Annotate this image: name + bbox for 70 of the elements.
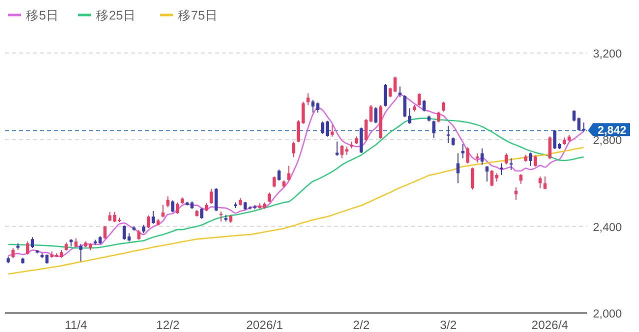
candlestick xyxy=(528,152,532,166)
candlestick xyxy=(369,104,373,123)
ref-line-label: 2,842 xyxy=(598,125,626,138)
y-tick-label: 2,000 xyxy=(593,308,622,320)
candlestick xyxy=(572,110,576,122)
candlestick xyxy=(12,248,15,259)
candlestick xyxy=(30,236,34,248)
candlestick xyxy=(326,120,330,138)
candlestick xyxy=(176,202,180,214)
candlestick xyxy=(200,208,204,220)
x-tick-label: 12/2 xyxy=(156,318,180,332)
candlestick xyxy=(461,144,464,159)
candlestick xyxy=(210,188,213,204)
x-tick-label: 2026/1 xyxy=(246,318,284,332)
candlestick xyxy=(432,120,436,138)
candlestick xyxy=(268,192,271,203)
candlestick xyxy=(548,136,552,160)
candlestick xyxy=(480,148,484,166)
candlestick xyxy=(171,200,174,213)
candlestick xyxy=(543,176,547,190)
candlestick xyxy=(538,176,542,189)
legend-label: 移5日 xyxy=(26,8,59,22)
candlestick xyxy=(504,152,508,165)
candlestick xyxy=(442,101,446,112)
legend-label: 移75日 xyxy=(178,8,218,22)
candlestick xyxy=(166,196,170,208)
y-tick-label: 2,400 xyxy=(593,222,622,234)
candlestick xyxy=(214,188,218,212)
candlestick xyxy=(292,141,296,158)
candlestick xyxy=(152,210,155,224)
candlestick xyxy=(330,124,334,138)
candlestick xyxy=(45,254,49,264)
candlestick xyxy=(26,241,30,255)
x-tick-label: 2/2 xyxy=(352,318,370,332)
candlestick xyxy=(374,106,378,124)
candlestick xyxy=(446,125,450,144)
candlestick xyxy=(272,176,276,188)
candlestick xyxy=(398,86,402,98)
candlestick xyxy=(500,162,504,176)
candlestick xyxy=(384,83,388,108)
candlestick xyxy=(306,92,310,106)
candlestick xyxy=(278,169,281,182)
candlestick xyxy=(146,215,150,229)
candlestick xyxy=(79,243,82,262)
legend-label: 移25日 xyxy=(96,8,136,22)
candlestick xyxy=(418,92,421,106)
candlestick xyxy=(466,146,470,164)
x-tick-label: 3/2 xyxy=(440,318,457,332)
candlestick xyxy=(437,111,440,123)
candlestick xyxy=(534,154,537,168)
candlestick xyxy=(364,118,368,142)
candlestick xyxy=(476,152,479,164)
line-series xyxy=(8,146,584,275)
candlestick xyxy=(514,186,518,200)
x-tick-label: 2026/4 xyxy=(532,318,569,332)
line-series xyxy=(8,94,584,258)
candlestick xyxy=(321,120,324,134)
candlestick xyxy=(137,229,140,240)
candlestick xyxy=(470,167,474,190)
candlestick xyxy=(456,152,460,184)
candlestick xyxy=(485,166,489,182)
candlestick xyxy=(161,204,165,218)
candlestick xyxy=(103,225,107,240)
y-tick-label: 2,800 xyxy=(593,135,622,148)
candlestick xyxy=(519,173,522,184)
x-tick-label: 11/4 xyxy=(64,318,88,332)
candlestick xyxy=(336,141,339,156)
candlestick xyxy=(287,165,290,182)
candlestick xyxy=(422,99,426,112)
y-tick-label: 3,200 xyxy=(593,48,622,60)
